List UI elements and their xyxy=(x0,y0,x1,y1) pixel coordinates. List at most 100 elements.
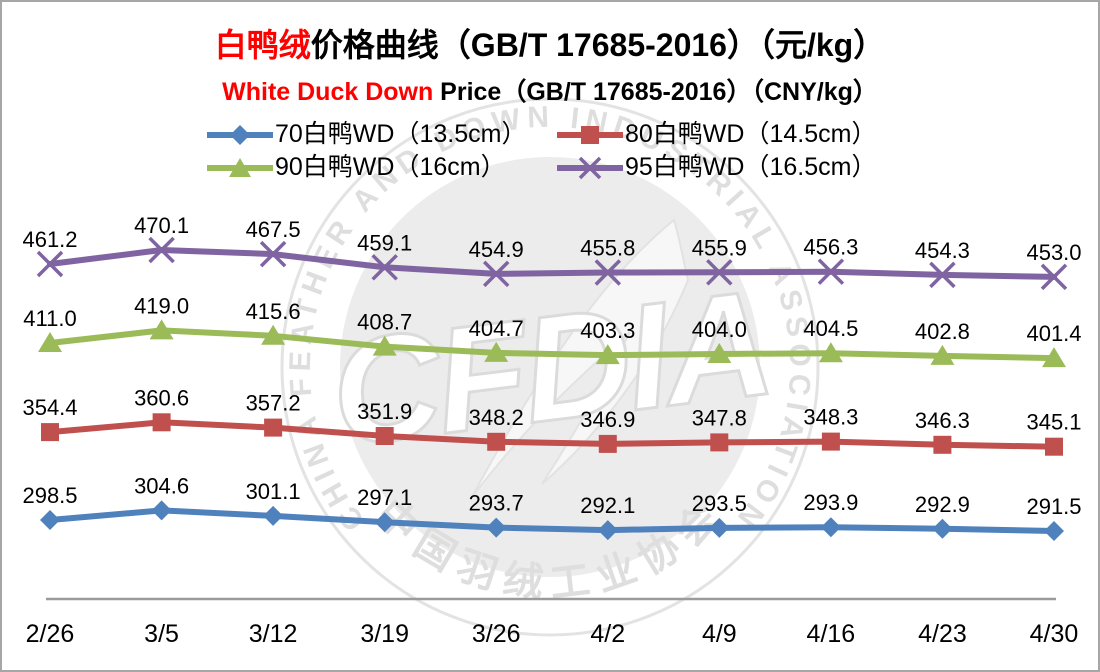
data-label: 467.5 xyxy=(246,217,301,242)
legend-triangle-icon xyxy=(207,157,273,177)
data-label: 401.4 xyxy=(1026,321,1081,346)
legend-label-70wd: 70白鸭WD（13.5cm） xyxy=(275,120,527,148)
data-label: 354.4 xyxy=(22,395,77,420)
data-label: 348.2 xyxy=(469,405,524,430)
marker-diamond xyxy=(486,517,507,538)
marker-square xyxy=(487,432,506,451)
chart-title-highlight: 白鸭绒 xyxy=(214,27,311,63)
marker-x xyxy=(817,258,845,285)
marker-x xyxy=(706,259,733,286)
data-label: 345.1 xyxy=(1026,410,1081,435)
marker-diamond xyxy=(40,510,60,530)
x-axis-label: 4/30 xyxy=(1030,620,1079,648)
legend-item-95wd: 95白鸭WD（16.5cm） xyxy=(555,151,905,184)
legend-item-90wd: 90白鸭WD（16cm） xyxy=(205,151,555,184)
data-label: 357.2 xyxy=(246,391,301,416)
marker-diamond xyxy=(374,512,395,533)
data-label: 454.3 xyxy=(915,238,970,263)
data-label: 455.8 xyxy=(580,236,635,261)
chart-header: 白鸭绒价格曲线（GB/T 17685-2016）（元/kg） White Duc… xyxy=(2,20,1098,108)
data-label: 292.9 xyxy=(915,492,970,517)
marker-square xyxy=(375,427,394,445)
marker-triangle xyxy=(261,324,286,345)
data-label: 293.5 xyxy=(692,491,747,516)
chart-title-rest: 价格曲线（GB/T 17685-2016）（元/kg） xyxy=(310,27,886,63)
data-label: 297.1 xyxy=(357,485,412,510)
marker-square xyxy=(41,423,59,442)
legend-label-80wd: 80白鸭WD（14.5cm） xyxy=(625,120,877,148)
legend-x-icon xyxy=(557,156,623,179)
data-label: 347.8 xyxy=(692,405,747,430)
data-label: 415.6 xyxy=(246,299,301,324)
series-line xyxy=(47,419,1057,450)
x-axis-label: 3/19 xyxy=(360,620,409,648)
x-axis-label: 4/23 xyxy=(918,620,967,648)
x-axis-label: 4/2 xyxy=(590,620,625,648)
legend-item-80wd: 80白鸭WD（14.5cm） xyxy=(555,118,905,151)
marker-x xyxy=(371,254,398,281)
data-label: 348.3 xyxy=(803,405,858,430)
marker-x xyxy=(594,259,622,286)
chart-title: 白鸭绒价格曲线（GB/T 17685-2016）（元/kg） xyxy=(2,20,1098,66)
marker-diamond xyxy=(709,517,730,538)
x-axis-label: 2/26 xyxy=(26,620,75,648)
data-label: 346.3 xyxy=(915,408,970,433)
marker-x xyxy=(259,240,287,268)
legend-label-90wd: 90白鸭WD（16cm） xyxy=(275,153,506,181)
marker-diamond xyxy=(1044,521,1064,541)
series-line xyxy=(47,327,1057,362)
marker-triangle xyxy=(149,319,174,340)
x-axis-label: 3/26 xyxy=(472,620,521,648)
marker-triangle xyxy=(930,344,955,365)
marker-x xyxy=(482,260,510,288)
legend-label-95wd: 95白鸭WD（16.5cm） xyxy=(625,153,877,181)
x-axis-label: 3/12 xyxy=(249,620,298,648)
marker-diamond xyxy=(597,520,618,541)
x-axis-label: 4/16 xyxy=(807,620,856,648)
chart-legend: 70白鸭WD（13.5cm） 80白鸭WD（14.5cm） 90白鸭WD（16c… xyxy=(205,118,925,184)
data-label: 408.7 xyxy=(357,310,412,335)
data-label: 360.6 xyxy=(134,385,189,410)
legend-diamond-icon xyxy=(207,124,273,145)
marker-square xyxy=(710,433,729,452)
marker-square xyxy=(264,418,283,437)
legend-item-70wd: 70白鸭WD（13.5cm） xyxy=(205,118,555,151)
marker-square xyxy=(1045,437,1063,456)
data-label: 453.0 xyxy=(1026,240,1081,265)
data-label: 304.6 xyxy=(134,473,189,498)
data-label: 404.5 xyxy=(803,316,858,341)
marker-triangle xyxy=(818,342,843,363)
marker-triangle xyxy=(38,332,62,352)
data-label: 404.0 xyxy=(692,317,747,342)
marker-diamond xyxy=(820,517,841,538)
marker-square xyxy=(821,432,840,451)
marker-x xyxy=(929,261,956,289)
marker-diamond xyxy=(151,500,172,521)
legend-square-icon xyxy=(557,125,623,144)
data-label: 455.9 xyxy=(692,235,747,260)
marker-diamond xyxy=(932,518,953,539)
data-label: 301.1 xyxy=(246,479,301,504)
data-label: 292.1 xyxy=(580,493,635,518)
data-label: 459.1 xyxy=(357,230,412,255)
data-label: 402.8 xyxy=(915,319,970,344)
x-axis-label: 3/5 xyxy=(144,620,179,648)
data-label: 291.5 xyxy=(1026,494,1081,519)
marker-triangle xyxy=(595,344,620,365)
chart-subtitle-rest: Price（GB/T 17685-2016）（CNY/kg） xyxy=(433,78,878,106)
feather-icon xyxy=(471,218,690,498)
marker-square xyxy=(152,413,171,432)
marker-x xyxy=(1040,263,1068,291)
series-line xyxy=(47,247,1057,280)
chart-subtitle-highlight: White Duck Down xyxy=(222,78,434,106)
marker-square xyxy=(598,434,617,453)
marker-diamond xyxy=(263,505,284,526)
chart-subtitle: White Duck Down Price（GB/T 17685-2016）（C… xyxy=(2,72,1098,108)
data-label: 411.0 xyxy=(23,306,76,331)
data-label: 454.9 xyxy=(469,237,524,262)
data-label: 456.3 xyxy=(803,235,858,260)
data-label: 404.7 xyxy=(469,316,524,341)
data-label: 293.7 xyxy=(469,491,524,516)
